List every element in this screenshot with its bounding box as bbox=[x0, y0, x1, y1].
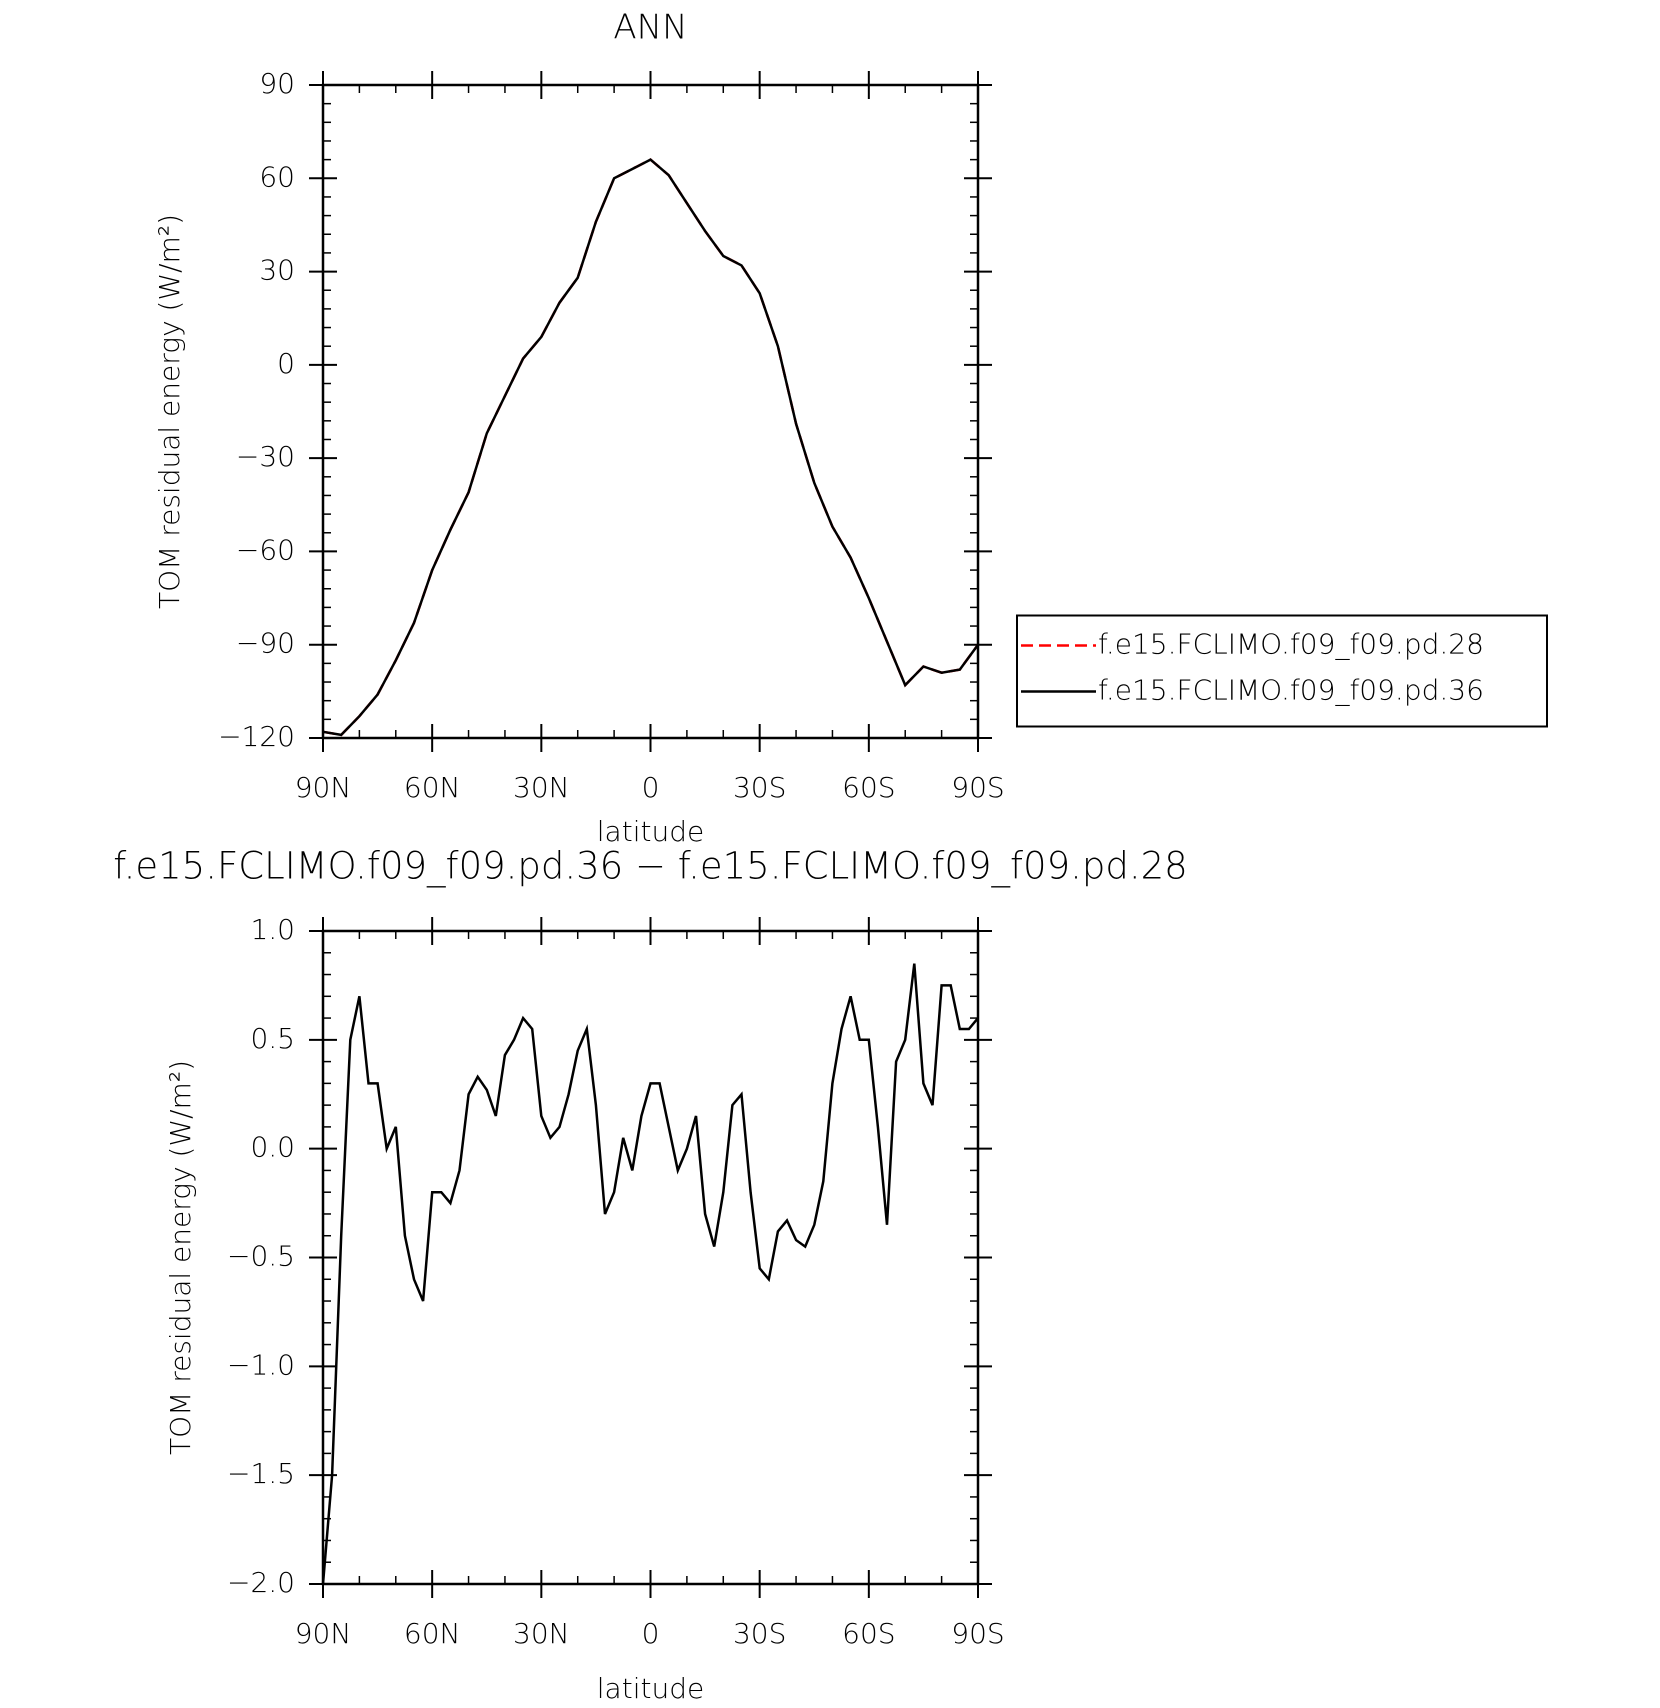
y-tick-label: −120 bbox=[218, 720, 295, 753]
x-tick-label: 60S bbox=[842, 771, 895, 804]
y-tick-label: −90 bbox=[236, 627, 295, 660]
x-tick-label: 0 bbox=[642, 1617, 660, 1650]
x-tick-label: 90N bbox=[295, 771, 352, 804]
chart-title: f.e15.FCLIMO.f09_f09.pd.36 − f.e15.FCLIM… bbox=[113, 845, 1187, 889]
plot-frame bbox=[321, 83, 980, 740]
legend-box bbox=[1016, 614, 1548, 728]
chart-title: ANN bbox=[613, 8, 687, 48]
y-axis-label: TOM residual energy (W/m²) bbox=[164, 1060, 197, 1455]
x-tick-label: 60N bbox=[404, 771, 461, 804]
x-tick-label: 90N bbox=[295, 1617, 352, 1650]
data-line bbox=[322, 158, 980, 737]
x-axis-label: latitude bbox=[597, 815, 704, 848]
x-tick-label: 0 bbox=[642, 771, 660, 804]
y-tick-label: −1.5 bbox=[227, 1457, 295, 1490]
x-tick-label: 90S bbox=[951, 1617, 1004, 1650]
y-tick-label: 0.0 bbox=[250, 1131, 295, 1164]
y-tick-label: −30 bbox=[236, 440, 295, 473]
y-tick-label: 60 bbox=[259, 160, 295, 193]
y-tick-label: 1.0 bbox=[250, 913, 295, 946]
x-tick-label: 30S bbox=[733, 771, 786, 804]
legend-label: f.e15.FCLIMO.f09_f09.pd.36 bbox=[1098, 674, 1484, 708]
x-tick-label: 90S bbox=[951, 771, 1004, 804]
x-tick-label: 30N bbox=[513, 771, 570, 804]
y-tick-label: 0 bbox=[277, 347, 295, 380]
data-line bbox=[321, 963, 979, 1585]
legend-label: f.e15.FCLIMO.f09_f09.pd.28 bbox=[1098, 628, 1484, 662]
y-tick-label: 30 bbox=[259, 254, 295, 287]
x-tick-label: 60S bbox=[842, 1617, 895, 1650]
y-tick-label: −2.0 bbox=[227, 1566, 295, 1599]
x-tick-label: 30S bbox=[733, 1617, 786, 1650]
y-tick-label: 0.5 bbox=[250, 1022, 295, 1055]
y-tick-label: −1.0 bbox=[227, 1348, 295, 1381]
y-axis-label: TOM residual energy (W/m²) bbox=[153, 214, 186, 609]
y-tick-label: −60 bbox=[236, 533, 295, 566]
x-tick-label: 60N bbox=[404, 1617, 461, 1650]
y-tick-label: −0.5 bbox=[227, 1240, 295, 1273]
y-tick-label: 90 bbox=[259, 67, 295, 100]
x-axis-label: latitude bbox=[597, 1672, 704, 1705]
plot-frame bbox=[321, 929, 980, 1586]
data-line bbox=[322, 158, 980, 737]
x-tick-label: 30N bbox=[513, 1617, 570, 1650]
